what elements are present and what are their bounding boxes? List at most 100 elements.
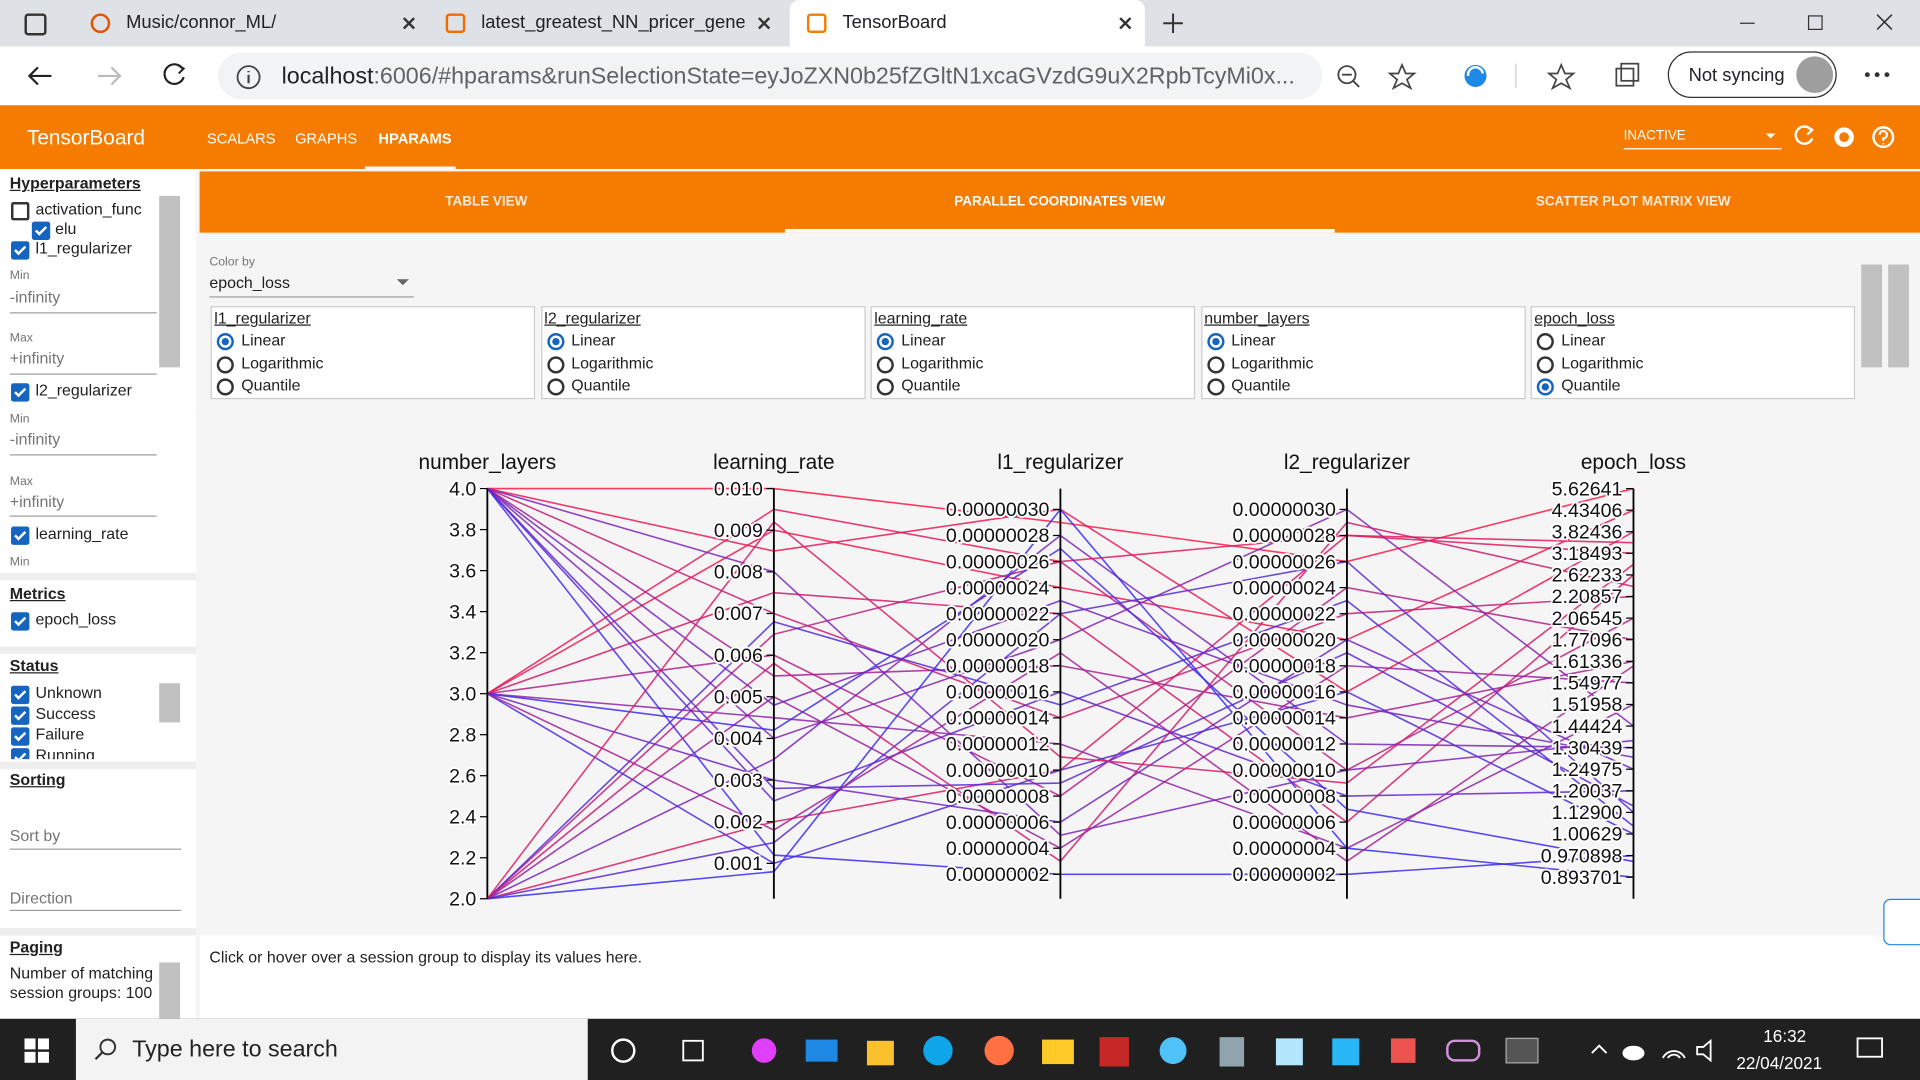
min-input[interactable]: -infinity (9, 429, 61, 449)
window-controls[interactable] (1733, 11, 1904, 35)
checkbox[interactable] (11, 383, 30, 402)
paging-scrollbar[interactable] (159, 962, 181, 1019)
toolbar-icons[interactable] (1335, 61, 1641, 93)
radio[interactable] (876, 378, 894, 396)
min-input[interactable]: -infinity (9, 287, 61, 307)
section-divider (0, 573, 196, 581)
tab-actions-icon[interactable] (24, 13, 47, 36)
search-box[interactable] (75, 1018, 588, 1080)
site-info-icon[interactable] (235, 64, 262, 91)
radio[interactable] (876, 355, 894, 373)
nav-buttons[interactable] (24, 61, 195, 90)
hparam-label: activation_func (35, 199, 142, 218)
tick-label: 1.00629 (1552, 824, 1623, 846)
paging-text: Number of matching session groups: 100 (9, 963, 154, 1002)
tick-label: 4.0 (449, 478, 476, 500)
radio[interactable] (1536, 378, 1554, 396)
radio[interactable] (1536, 333, 1554, 351)
menu-button[interactable] (1864, 71, 1891, 78)
view-tab[interactable]: TABLE VIEW (445, 194, 528, 210)
tab-title: latest_greatest_NN_pricer_gener (481, 12, 745, 34)
color-by-select[interactable]: epoch_loss (209, 273, 290, 292)
tray-icons[interactable] (1587, 1036, 1734, 1065)
options-scrollbar[interactable] (1888, 264, 1909, 368)
checkbox[interactable] (11, 526, 30, 545)
view-tab[interactable]: PARALLEL COORDINATES VIEW (954, 194, 1166, 210)
checkbox[interactable] (11, 748, 30, 760)
browser-tab[interactable] (789, 0, 1145, 47)
tick-label: 0.007 (714, 603, 763, 625)
direction-select[interactable]: Direction (9, 888, 73, 908)
tick-label: 1.20037 (1552, 781, 1623, 803)
tick-label: 0.001 (714, 853, 763, 875)
taskbar-apps[interactable] (607, 1031, 1574, 1070)
axis-title: l1_regularizer (997, 451, 1123, 474)
radio[interactable] (216, 333, 234, 351)
max-input[interactable]: +infinity (9, 492, 65, 511)
checkbox[interactable] (11, 727, 30, 746)
scale-option: Logarithmic (1231, 353, 1314, 372)
sync-button[interactable] (1667, 51, 1837, 98)
tick-label: 0.00000014 (946, 708, 1050, 730)
hint-text: Click or hover over a session group to d… (209, 947, 643, 967)
radio[interactable] (546, 378, 564, 396)
status-label: Unknown (35, 683, 102, 702)
start-button[interactable] (24, 1038, 49, 1063)
max-input[interactable]: +infinity (9, 348, 65, 368)
tick-label: 2.62233 (1552, 565, 1623, 587)
sort-by-select[interactable]: Sort by (9, 826, 61, 845)
tick-label: 1.61336 (1552, 651, 1623, 673)
hparams-scrollbar[interactable] (159, 195, 181, 368)
radio[interactable] (1536, 355, 1554, 373)
scale-option: Quantile (241, 375, 301, 395)
url: localhost:6006/#hparams&runSelectionStat… (282, 62, 1295, 91)
radio[interactable] (546, 333, 564, 351)
nav-tab[interactable]: GRAPHS (295, 129, 358, 147)
checkbox[interactable] (11, 202, 30, 221)
tick-label: 0.00000006 (1232, 812, 1336, 834)
status-scrollbar[interactable] (159, 683, 181, 723)
status-label: Running (35, 745, 95, 760)
scale-box (1200, 306, 1526, 400)
radio[interactable] (876, 333, 894, 351)
view-tab-indicator (785, 228, 1335, 233)
status-label: Success (35, 704, 96, 723)
parallel-coordinates-chart[interactable]: number_layers 4.0 3.8 3.6 3.4 3.2 3.0 2.8 2.6 2.4… (200, 416, 1920, 930)
url-box[interactable] (217, 52, 1323, 100)
axis-title: epoch_loss (1581, 451, 1686, 474)
notifications-button[interactable] (1856, 1036, 1888, 1065)
tick-label: 0.00000018 (946, 656, 1050, 678)
tick-label: 1.24975 (1552, 759, 1623, 781)
tick-label: 0.00000016 (1232, 682, 1336, 704)
status-select[interactable]: INACTIVE (1623, 128, 1686, 144)
checkbox[interactable] (11, 241, 30, 260)
side-widget[interactable] (1883, 898, 1920, 946)
checkbox[interactable] (11, 685, 30, 705)
axis-title: learning_rate (713, 451, 834, 474)
checkbox[interactable] (11, 612, 30, 631)
select-underline (209, 296, 414, 298)
scale-box (210, 306, 536, 400)
options-scrollbar[interactable] (1861, 264, 1883, 368)
radio[interactable] (1206, 355, 1224, 373)
nav-tab[interactable]: HPARAMS (378, 129, 452, 147)
header-icons[interactable] (1763, 122, 1898, 151)
radio[interactable] (1206, 333, 1224, 351)
scale-option: Linear (241, 330, 286, 349)
view-tab[interactable]: SCATTER PLOT MATRIX VIEW (1535, 194, 1731, 210)
radio[interactable] (216, 378, 234, 396)
nav-tab[interactable]: SCALARS (206, 129, 276, 147)
tick-label: 0.00000026 (946, 551, 1050, 573)
radio[interactable] (216, 355, 234, 373)
tick-label: 1.54977 (1552, 673, 1623, 695)
axis-title: l2_regularizer (1284, 451, 1410, 474)
radio[interactable] (546, 355, 564, 373)
checkbox[interactable] (31, 221, 51, 241)
new-tab-button[interactable] (1161, 11, 1185, 35)
hparam-label: learning_rate (35, 524, 129, 543)
checkbox[interactable] (11, 706, 30, 725)
tab-icon (445, 13, 466, 34)
hparam-label: l1_regularizer (35, 238, 132, 258)
radio[interactable] (1206, 378, 1224, 396)
profile-avatar[interactable] (1796, 56, 1834, 94)
